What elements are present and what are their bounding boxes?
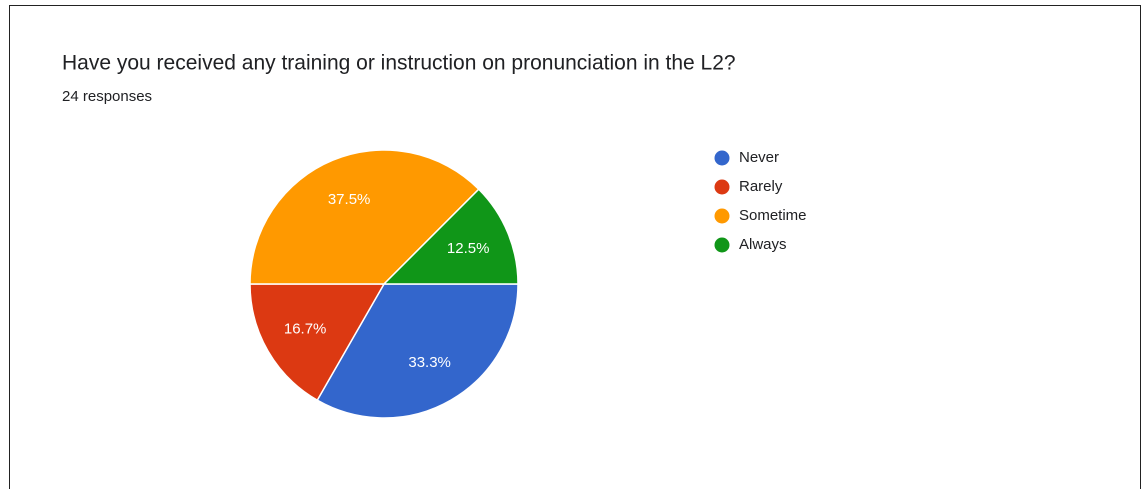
legend-swatch	[714, 208, 730, 224]
chart-subtitle: 24 responses	[62, 88, 152, 105]
slice-label: 16.7%	[284, 321, 327, 338]
chart-title: Have you received any training or instru…	[62, 52, 736, 75]
legend-label: Sometime	[739, 207, 807, 224]
legend-swatch	[714, 179, 730, 195]
legend-swatch	[714, 237, 730, 253]
legend-label: Rarely	[739, 178, 783, 195]
pie-slice	[382, 188, 519, 285]
slice-label: 37.5%	[328, 191, 371, 208]
card	[9, 5, 1141, 489]
legend-label: Never	[739, 149, 779, 166]
pie-slice	[316, 283, 519, 419]
pie-slice	[249, 149, 480, 285]
slice-label: 12.5%	[447, 240, 490, 257]
legend-swatch	[714, 150, 730, 166]
pie-slice	[249, 283, 386, 402]
slice-label: 33.3%	[408, 354, 451, 371]
legend-label: Always	[739, 236, 787, 253]
